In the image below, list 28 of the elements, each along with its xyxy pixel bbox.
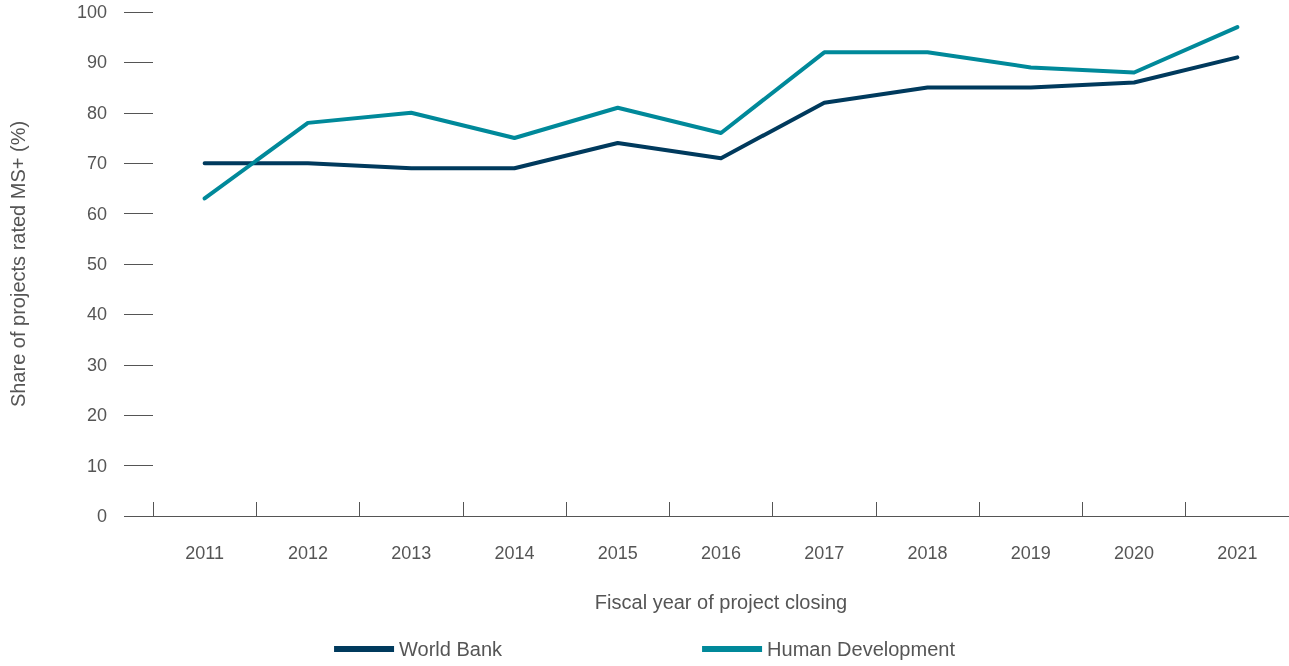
y-tick-label: 10 <box>86 455 107 476</box>
y-axis-title: Share of projects rated MS+ (%) <box>7 120 29 408</box>
legend-label: Human Development <box>767 638 956 660</box>
x-tick-label: 2021 <box>1217 543 1258 563</box>
y-tick-label: 30 <box>86 354 107 375</box>
y-tick-label: 100 <box>76 2 107 22</box>
x-tick-label: 2014 <box>494 543 535 563</box>
y-tick-label: 40 <box>86 304 107 325</box>
y-tick-label: 90 <box>86 52 107 73</box>
x-tick-label: 2018 <box>907 543 948 563</box>
x-tick-label: 2013 <box>391 543 432 563</box>
line-series <box>202 25 1240 201</box>
y-tick-label: 0 <box>96 506 107 526</box>
y-tick-label: 20 <box>86 405 107 426</box>
x-tick-label: 2019 <box>1010 543 1051 563</box>
y-tick-label: 80 <box>86 102 107 123</box>
x-tick-label: 2017 <box>804 543 845 563</box>
x-tick-label: 2020 <box>1114 543 1155 563</box>
line-series <box>202 55 1240 171</box>
legend-label: World Bank <box>399 638 504 660</box>
y-tick-label: 60 <box>86 203 107 224</box>
x-tick-label: 2016 <box>700 543 742 563</box>
y-tick-label: 50 <box>86 254 107 274</box>
x-tick-label: 2015 <box>597 543 638 563</box>
x-tick-label: 2011 <box>185 543 224 563</box>
y-tick-label: 70 <box>86 153 107 174</box>
x-tick-label: 2012 <box>287 543 328 563</box>
x-axis-title: Fiscal year of project closing <box>594 591 848 613</box>
